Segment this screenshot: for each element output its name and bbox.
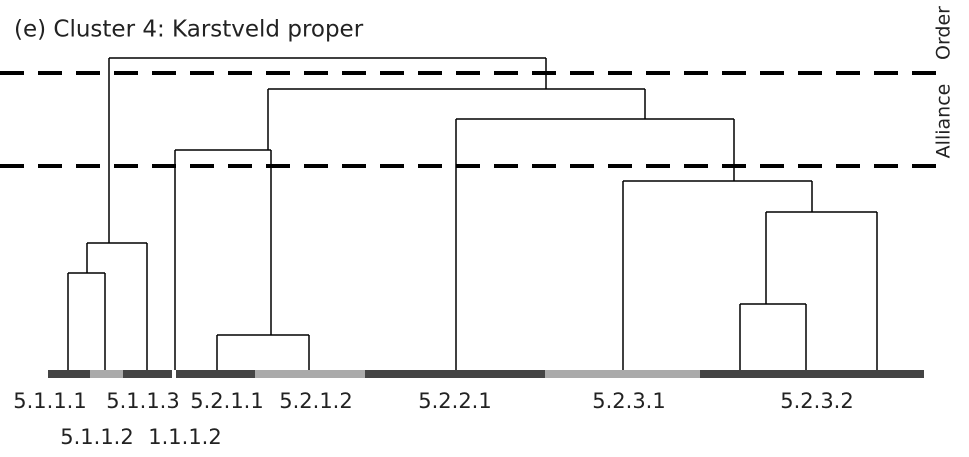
cluster-label: 5.2.2.1 <box>418 389 491 413</box>
bar-segment <box>365 370 545 378</box>
bar-segment <box>90 370 123 378</box>
title: (e) Cluster 4: Karstveld proper <box>14 17 364 43</box>
cluster-label: 5.2.3.2 <box>780 389 853 413</box>
cluster-label: 5.2.3.1 <box>592 389 665 413</box>
bar-segment <box>700 370 924 378</box>
bar-segment <box>176 370 255 378</box>
bar-segment <box>48 370 90 378</box>
cluster-bar <box>48 370 924 378</box>
cluster-label: 5.1.1.2 <box>60 425 133 449</box>
bar-segment <box>545 370 700 378</box>
alliance-label: Alliance <box>933 84 955 159</box>
cluster-label: 5.1.1.3 <box>106 389 179 413</box>
cluster-label: 5.2.1.1 <box>190 389 263 413</box>
cluster-label: 1.1.1.2 <box>148 425 221 449</box>
dendrogram-branches <box>67 57 878 370</box>
bar-segment <box>123 370 172 378</box>
cluster-label: 5.2.1.2 <box>279 389 352 413</box>
cluster-label: 5.1.1.1 <box>13 389 86 413</box>
bar-segment <box>255 370 365 378</box>
order-label: Order <box>933 6 955 60</box>
